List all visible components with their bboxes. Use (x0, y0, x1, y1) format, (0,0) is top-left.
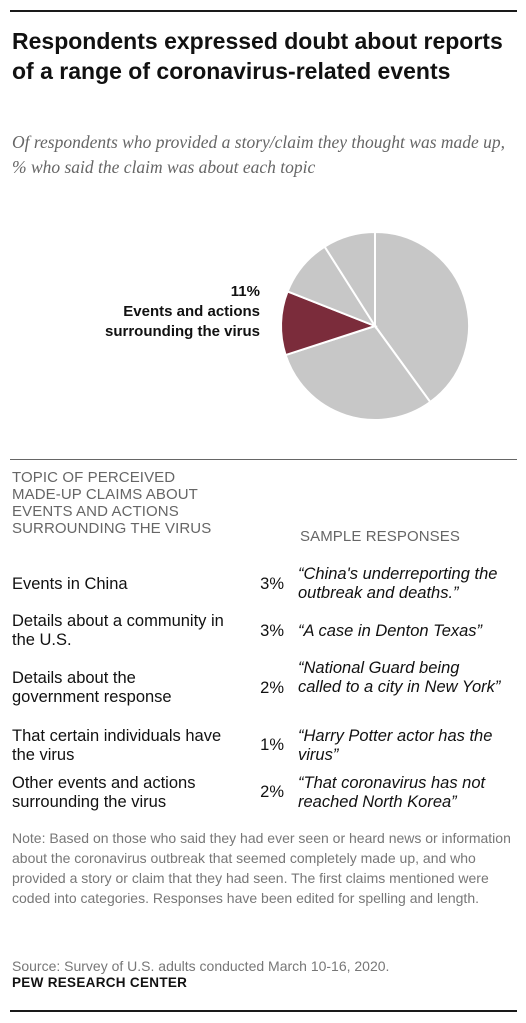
top-rule (10, 10, 517, 12)
row-topic: Events in China (12, 575, 128, 593)
chart-source: Source: Survey of U.S. adults conducted … (12, 958, 390, 974)
pie-slice-highlight (280, 290, 378, 357)
chart-note: Note: Based on those who said they had e… (12, 830, 511, 906)
pie-chart (280, 230, 470, 421)
row-topic: Other events and actions surrounding the… (12, 774, 196, 811)
pie-slice (323, 230, 376, 330)
row-topic: Details about the government response (12, 669, 172, 706)
pie-highlight-label: 11% Events and actions surrounding the v… (60, 282, 260, 342)
row-quote: “A case in Denton Texas” (298, 622, 483, 640)
pew-logo-text: PEW RESEARCH CENTER (12, 975, 188, 990)
row-pct: 2% (260, 783, 284, 801)
col-sample-header: SAMPLE RESPONSES (300, 528, 460, 545)
row-pct: 1% (260, 736, 284, 754)
row-quote: “China's underreporting the outbreak and… (298, 565, 498, 602)
row-topic: That certain individuals have the virus (12, 727, 222, 764)
pie-slice (284, 324, 432, 421)
col-topic-line: EVENTS AND ACTIONS (12, 503, 179, 520)
pie-highlight-value: 11% (230, 283, 260, 300)
row-quote: “National Guard being called to a city i… (298, 659, 501, 696)
row-quote: “That coronavirus has not reached North … (298, 774, 486, 811)
col-topic-header: TOPIC OF PERCEIVED MADE-UP CLAIMS ABOUT … (12, 469, 262, 537)
row-topic: Details about a community in the U.S. (12, 612, 224, 649)
row-pct: 3% (260, 622, 284, 640)
chart-title: Respondents expressed doubt about report… (12, 28, 503, 84)
col-topic-line: SURROUNDING THE VIRUS (12, 520, 212, 537)
col-topic-line: TOPIC OF PERCEIVED (12, 469, 176, 486)
row-pct: 3% (260, 575, 284, 593)
row-quote: “Harry Potter actor has the virus” (298, 727, 493, 764)
chart-subtitle: Of respondents who provided a story/clai… (12, 132, 506, 177)
row-pct: 2% (260, 679, 284, 697)
col-topic-line: MADE-UP CLAIMS ABOUT (12, 486, 198, 503)
bottom-rule (10, 1010, 517, 1012)
pie-slice (374, 230, 470, 404)
pie-highlight-name: Events and actions surrounding the virus (104, 303, 260, 340)
table-divider (10, 459, 517, 460)
